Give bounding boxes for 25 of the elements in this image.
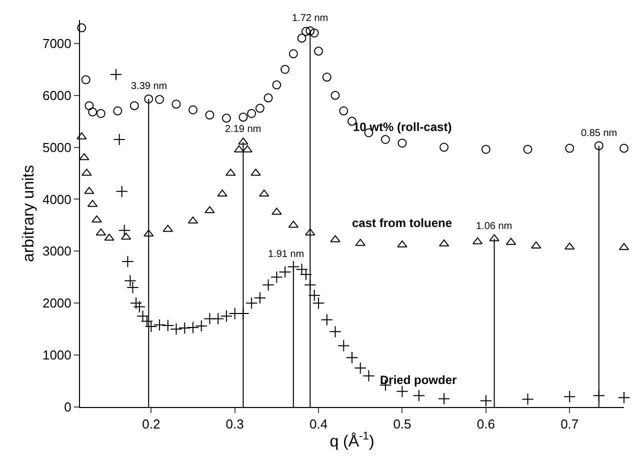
y-tick-label: 3000 [42,244,72,259]
y-tick-label: 1000 [42,348,72,363]
y-tick-label: 5000 [42,140,72,155]
y-tick-label: 4000 [42,192,72,207]
y-tick-label: 6000 [42,88,72,103]
y-tick-label: 0 [64,400,72,415]
y-tick-label: 2000 [42,296,72,311]
x-tick-label: 0.3 [226,416,244,432]
x-tick-label: 0.5 [393,416,412,432]
ref-line-label: 2.19 nm [225,124,262,135]
ref-line-label: 3.39 nm [131,81,168,92]
series-label: cast from toluene [352,216,452,230]
x-tick-label: 0.6 [476,416,495,432]
x-axis-title: q (Å$^{-1}$) [330,430,374,450]
y-axis-title: arbitrary units [20,165,38,262]
x-tick-label: 0.2 [142,416,160,432]
series-label: Dried powder [380,373,458,387]
ref-line-label: 1.72 nm [292,13,328,24]
ref-line-label: 1.06 nm [476,221,512,232]
y-tick-label: 7000 [42,36,72,51]
x-tick-label: 0.7 [560,416,579,432]
ref-line-label: 1.91 nm [268,249,304,260]
series-label: 10 wt% (roll-cast) [353,120,452,134]
ref-line-label: 0.85 nm [581,128,618,139]
x-tick-label: 0.4 [309,416,328,432]
